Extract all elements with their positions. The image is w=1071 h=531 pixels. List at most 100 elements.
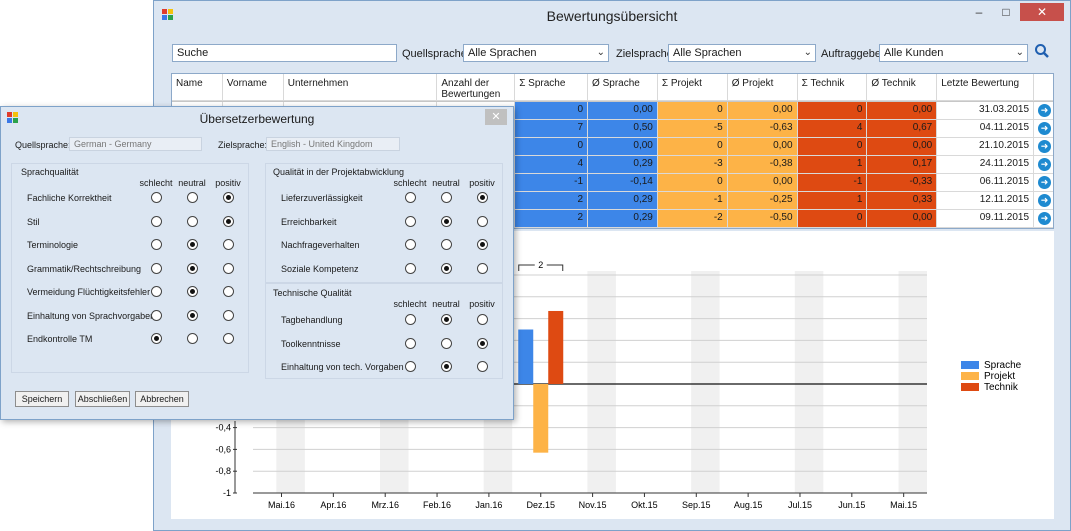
- row-action: ➜: [1034, 192, 1053, 210]
- rating-radio-neutral[interactable]: [187, 262, 198, 274]
- legend-label: Sprache: [984, 360, 1022, 371]
- cell-value: 0,33: [867, 192, 938, 210]
- bar-technik: [548, 310, 564, 384]
- rating-radio-positiv[interactable]: [223, 262, 234, 274]
- rating-radio-neutral[interactable]: [187, 192, 198, 203]
- column-header: positiv: [215, 178, 241, 188]
- rating-radio-schlecht[interactable]: [405, 314, 416, 325]
- main-titlebar: Bewertungsübersicht – □ ✕: [154, 1, 1070, 29]
- col-header[interactable]: Σ Sprache: [515, 74, 589, 101]
- rating-radio-schlecht[interactable]: [405, 262, 416, 274]
- cell-value: 4: [515, 156, 589, 174]
- col-header[interactable]: Σ Technik: [797, 74, 868, 101]
- x-tick-label: Mai.15: [890, 500, 917, 510]
- col-header[interactable]: Name: [172, 74, 223, 101]
- rating-radio-schlecht[interactable]: [151, 215, 162, 227]
- annotation-label: 2: [538, 260, 543, 270]
- rating-radio-schlecht[interactable]: [405, 192, 416, 203]
- rating-radio-schlecht[interactable]: [405, 361, 416, 372]
- rating-radio-schlecht[interactable]: [151, 286, 162, 297]
- criterion-label: Grammatik/Rechtschreibung: [27, 263, 142, 274]
- cell-value: 0: [657, 102, 728, 120]
- rating-radio-neutral[interactable]: [187, 239, 198, 250]
- maximize-button[interactable]: □: [1002, 5, 1010, 19]
- rating-radio-schlecht[interactable]: [151, 333, 162, 344]
- criterion-label: Einhaltung von tech. Vorgaben: [281, 362, 404, 372]
- rating-radio-neutral[interactable]: [441, 361, 452, 372]
- col-header[interactable]: Anzahl der Bewertungen: [437, 74, 516, 101]
- cell-value: 2: [515, 210, 589, 228]
- col-header[interactable]: Letzte Bewertung: [937, 74, 1035, 101]
- arrow-right-icon[interactable]: ➜: [1038, 104, 1052, 117]
- table-row[interactable]: 0 0,00 0 0,00 0 0,00 21.10.2015 ➜: [172, 138, 1053, 156]
- finish-button[interactable]: Abschließen: [75, 391, 130, 407]
- rating-radio-schlecht[interactable]: [405, 215, 416, 227]
- rating-radio-positiv[interactable]: [477, 361, 488, 372]
- cell-value: -0,25: [727, 192, 798, 210]
- cell-value: -1: [657, 192, 728, 210]
- row-action: ➜: [1034, 120, 1053, 138]
- arrow-right-icon[interactable]: ➜: [1038, 140, 1052, 153]
- rating-radio-positiv[interactable]: [477, 314, 488, 325]
- col-header[interactable]: Unternehmen: [283, 74, 438, 101]
- rating-radio-positiv[interactable]: [223, 309, 234, 321]
- rating-radio-neutral[interactable]: [441, 262, 452, 274]
- table-row[interactable]: 2 0,29 -2 -0,50 0 0,00 09.11.2015 ➜: [172, 210, 1053, 228]
- bar-sprache: [518, 329, 534, 384]
- col-header[interactable]: Vorname: [222, 74, 284, 101]
- rating-radio-schlecht[interactable]: [405, 239, 416, 250]
- rating-radio-schlecht[interactable]: [405, 337, 416, 349]
- rating-radio-schlecht[interactable]: [151, 239, 162, 250]
- rating-radio-schlecht[interactable]: [151, 262, 162, 274]
- rating-radio-positiv[interactable]: [223, 286, 234, 297]
- col-header[interactable]: Ø Technik: [867, 74, 938, 101]
- row-action: ➜: [1034, 210, 1053, 228]
- rating-radio-neutral[interactable]: [187, 286, 198, 297]
- table-row[interactable]: 0 0,00 0 0,00 0 0,00 31.03.2015 ➜: [172, 102, 1053, 120]
- rating-radio-schlecht[interactable]: [151, 192, 162, 203]
- rating-radio-positiv[interactable]: [223, 215, 234, 227]
- rating-radio-schlecht[interactable]: [151, 309, 162, 321]
- rating-radio-neutral[interactable]: [441, 215, 452, 227]
- arrow-right-icon[interactable]: ➜: [1038, 194, 1052, 207]
- save-button[interactable]: Speichern: [15, 391, 69, 407]
- arrow-right-icon[interactable]: ➜: [1038, 158, 1052, 171]
- rating-radio-positiv[interactable]: [477, 239, 488, 250]
- auftraggeber-dropdown[interactable]: Alle Kunden ⌄: [879, 44, 1028, 62]
- rating-radio-positiv[interactable]: [223, 192, 234, 203]
- rating-radio-positiv[interactable]: [223, 333, 234, 344]
- rating-radio-neutral[interactable]: [441, 314, 452, 325]
- rating-radio-positiv[interactable]: [223, 239, 234, 250]
- rating-radio-neutral[interactable]: [187, 333, 198, 344]
- table-row[interactable]: -1 -0,14 0 0,00 -1 -0,33 06.11.2015 ➜: [172, 174, 1053, 192]
- quellsprache-dropdown[interactable]: Alle Sprachen ⌄: [463, 44, 609, 62]
- rating-radio-positiv[interactable]: [477, 215, 488, 227]
- arrow-right-icon[interactable]: ➜: [1038, 122, 1052, 135]
- rating-radio-neutral[interactable]: [441, 239, 452, 250]
- minimize-button[interactable]: –: [975, 5, 983, 19]
- col-header[interactable]: Σ Projekt: [657, 74, 728, 101]
- zielsprache-dropdown[interactable]: Alle Sprachen ⌄: [668, 44, 816, 62]
- cell-value: -2: [657, 210, 728, 228]
- col-header[interactable]: Ø Projekt: [727, 74, 798, 101]
- rating-radio-positiv[interactable]: [477, 192, 488, 203]
- rating-radio-neutral[interactable]: [441, 192, 452, 203]
- arrow-right-icon[interactable]: ➜: [1038, 176, 1052, 189]
- search-icon[interactable]: [1034, 43, 1054, 63]
- table-row[interactable]: 7 0,50 -5 -0,63 4 0,67 04.11.2015 ➜: [172, 120, 1053, 138]
- cancel-button[interactable]: Abbrechen: [135, 391, 189, 407]
- rating-radio-neutral[interactable]: [187, 215, 198, 227]
- close-button[interactable]: ✕: [1020, 3, 1064, 21]
- dialog-close-button[interactable]: ✕: [485, 109, 507, 125]
- search-input[interactable]: Suche: [172, 44, 397, 62]
- rating-radio-neutral[interactable]: [441, 337, 452, 349]
- cell-value: 0,00: [588, 138, 658, 156]
- arrow-right-icon[interactable]: ➜: [1038, 212, 1052, 225]
- col-header[interactable]: Ø Sprache: [588, 74, 658, 101]
- x-tick-label: Aug.15: [734, 500, 763, 510]
- col-header-empty: [1034, 74, 1053, 101]
- rating-radio-neutral[interactable]: [187, 309, 198, 321]
- rating-radio-positiv[interactable]: [477, 262, 488, 274]
- rating-radio-positiv[interactable]: [477, 337, 488, 349]
- y-tick-label: -0,4: [215, 423, 231, 433]
